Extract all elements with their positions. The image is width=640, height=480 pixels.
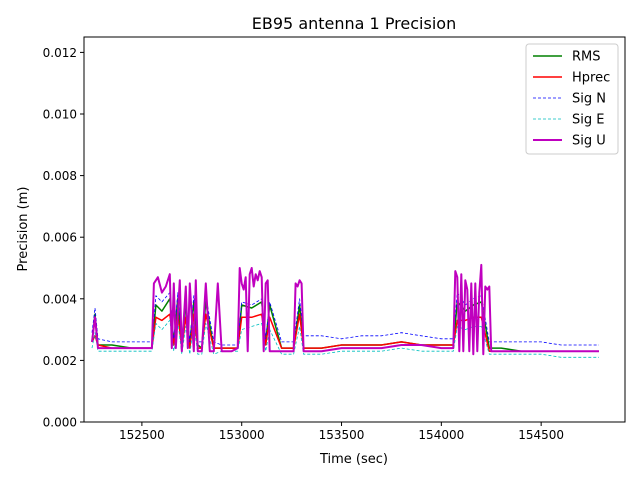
y-tick-label: 0.008 xyxy=(43,169,77,183)
x-tick-label: 152500 xyxy=(119,428,165,442)
series-group xyxy=(91,263,599,358)
legend-label-hprec: Hprec xyxy=(572,71,610,86)
y-tick-label: 0.006 xyxy=(43,231,77,245)
legend-label-sig-e: Sig E xyxy=(572,113,604,128)
x-tick-label: 153000 xyxy=(219,428,265,442)
legend-label-sig-u: Sig U xyxy=(572,134,606,149)
legend-label-rms: RMS xyxy=(572,50,601,65)
y-tick-label: 0.000 xyxy=(43,416,77,430)
y-axis-label: Precision (m) xyxy=(16,187,31,272)
x-axis: 152500 153000 153500 154000 154500 xyxy=(119,422,564,442)
plot-frame xyxy=(83,36,626,423)
y-tick-label: 0.004 xyxy=(43,292,77,306)
y-tick-label: 0.010 xyxy=(43,108,77,122)
x-tick-label: 154000 xyxy=(418,428,464,442)
y-axis: 0.000 0.002 0.004 0.006 0.008 0.010 0.012 xyxy=(43,46,84,430)
x-tick-label: 154500 xyxy=(518,428,564,442)
legend-box xyxy=(525,43,619,155)
y-tick-label: 0.012 xyxy=(43,46,77,60)
y-tick-label: 0.002 xyxy=(43,354,77,368)
chart-title: EB95 antenna 1 Precision xyxy=(252,14,456,33)
legend-label-sig-n: Sig N xyxy=(572,92,606,107)
x-tick-label: 153500 xyxy=(319,428,365,442)
series-line-sig-u xyxy=(91,263,599,356)
series-line-hprec xyxy=(91,313,599,352)
x-axis-label: Time (sec) xyxy=(319,452,388,467)
series-line-sig-e xyxy=(91,319,599,358)
legend: RMS Hprec Sig N Sig E Sig U xyxy=(525,43,619,155)
